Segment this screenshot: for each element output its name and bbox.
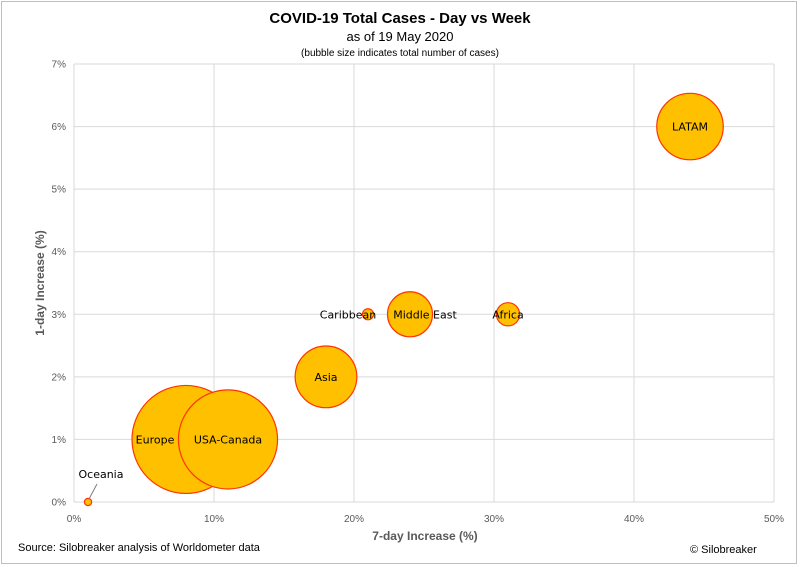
y-tick-labels: 0% 1% 2% 3% 4% 5% 6% 7% bbox=[52, 60, 67, 509]
y-tick-label: 7% bbox=[52, 60, 67, 71]
bubble-labels: Oceania Europe USA-Canada Asia Caribbean Midd… bbox=[79, 121, 708, 500]
x-tick-label: 10% bbox=[204, 514, 224, 525]
x-tick-label: 50% bbox=[764, 514, 784, 525]
x-tick-label: 30% bbox=[484, 514, 504, 525]
chart-subtitle: as of 19 May 2020 bbox=[346, 29, 454, 44]
bubble-label-caribbean: Caribbean bbox=[320, 308, 376, 321]
bubble-caribbean bbox=[361, 308, 375, 321]
y-tick-label: 6% bbox=[52, 122, 67, 133]
y-tick-label: 2% bbox=[52, 372, 67, 383]
y-axis-title: 1-day Increase (%) bbox=[33, 230, 47, 335]
copyright-note: © Silobreaker bbox=[690, 544, 757, 556]
bubble-label-latam: LATAM bbox=[672, 121, 708, 134]
bubble-asia bbox=[294, 345, 358, 409]
bubble-label-middle-east: Middle East bbox=[393, 308, 457, 321]
bubble-label-africa: Africa bbox=[492, 308, 523, 321]
bubble-usa-canada bbox=[177, 389, 279, 490]
bubble-latam bbox=[656, 92, 724, 161]
y-tick-label: 4% bbox=[52, 247, 67, 258]
bubble-oceania bbox=[83, 497, 93, 507]
bubble-middle-east bbox=[386, 291, 434, 338]
chart-title: COVID-19 Total Cases - Day vs Week bbox=[269, 10, 531, 27]
x-tick-label: 20% bbox=[344, 514, 364, 525]
y-tick-label: 1% bbox=[52, 435, 67, 446]
bubble-label-oceania: Oceania bbox=[79, 468, 124, 481]
x-axis-title: 7-day Increase (%) bbox=[372, 529, 477, 543]
chart-note: (bubble size indicates total number of c… bbox=[301, 48, 499, 59]
x-tick-label: 0% bbox=[67, 514, 82, 525]
bubble-label-europe: Europe bbox=[136, 433, 175, 446]
source-note: Source: Silobreaker analysis of Worldome… bbox=[18, 542, 260, 554]
y-tick-label: 5% bbox=[52, 185, 67, 196]
bubble-label-usa-canada: USA-Canada bbox=[194, 433, 262, 446]
x-tick-labels: 0% 10% 20% 30% 40% 50% bbox=[67, 514, 784, 525]
bubble-africa bbox=[495, 302, 521, 327]
oceania-leader-line bbox=[88, 483, 98, 500]
y-tick-label: 3% bbox=[52, 310, 67, 321]
x-tick-label: 40% bbox=[624, 514, 644, 525]
bubble-label-asia: Asia bbox=[314, 371, 337, 384]
grid-lines bbox=[73, 63, 775, 503]
bubbles bbox=[83, 92, 724, 507]
y-tick-label: 0% bbox=[52, 498, 67, 509]
